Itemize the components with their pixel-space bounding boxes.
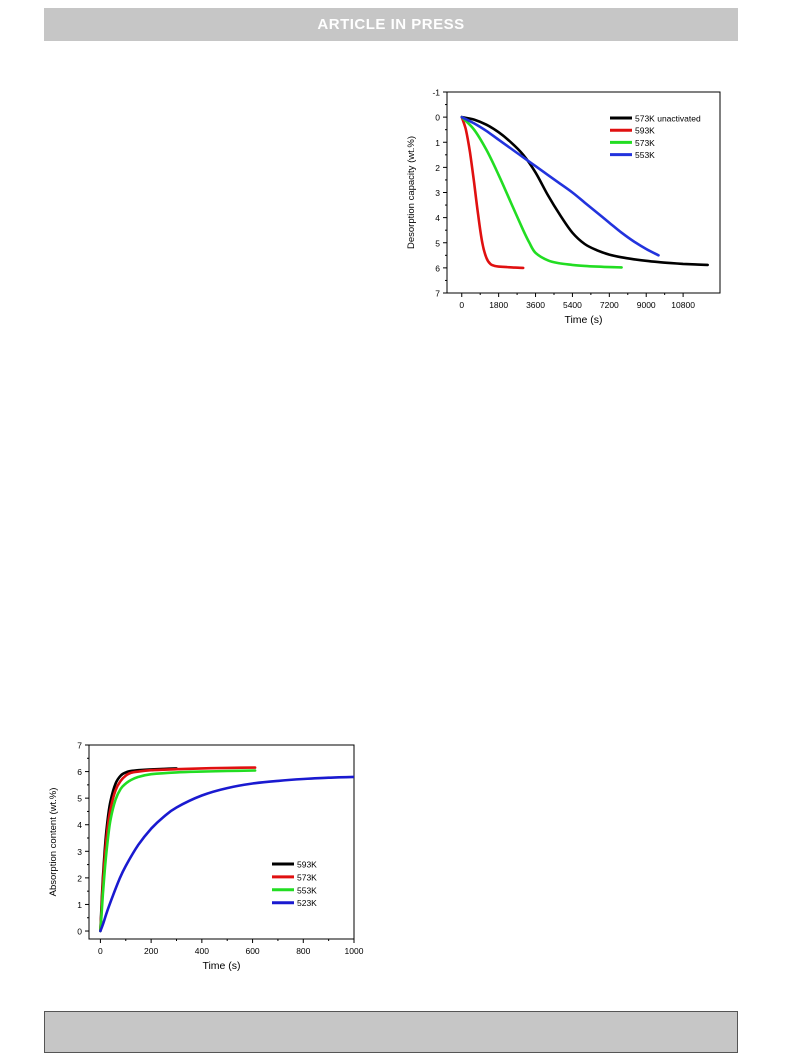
- y-tick-label: 4: [77, 820, 82, 830]
- legend: 593K 573K 553K 523K: [272, 860, 317, 908]
- legend-label: 593K: [635, 126, 655, 136]
- y-tick-label: 1: [77, 900, 82, 910]
- series-line-573k: [99, 766, 257, 933]
- y-tick-label: 5: [435, 238, 440, 248]
- series-lines: [99, 766, 354, 933]
- y-tick-label: 3: [435, 188, 440, 198]
- legend-label: 593K: [297, 860, 317, 870]
- x-tick-label: 9000: [637, 300, 656, 310]
- axes: 0 200 400 600 800 1000 0 1 2 3 4 5 6 7: [77, 741, 363, 957]
- x-tick-label: 800: [296, 946, 310, 956]
- series-line-573k: [460, 115, 623, 269]
- y-tick-label: 7: [77, 741, 82, 751]
- legend-label: 553K: [635, 150, 655, 160]
- plot-frame: [88, 744, 355, 940]
- legend-label: 573K unactivated: [635, 114, 701, 124]
- x-tick-label: 5400: [563, 300, 582, 310]
- legend-label: 553K: [297, 885, 317, 895]
- y-tick-label: 2: [435, 163, 440, 173]
- legend: 573K unactivated 593K 573K 553K: [610, 114, 701, 160]
- y-tick-label: 1: [435, 138, 440, 148]
- x-tick-label: 7200: [600, 300, 619, 310]
- series-lines: [460, 115, 709, 270]
- x-tick-label: 200: [144, 946, 158, 956]
- y-tick-label: 5: [77, 794, 82, 804]
- y-tick-label: 6: [435, 263, 440, 273]
- series-line-573k-unactivated: [460, 115, 709, 267]
- x-tick-label: 1000: [345, 946, 364, 956]
- axes: 0 1800 3600 5400 7200 9000 10800 -1 0 1 2 3 4 5 6 7: [432, 88, 721, 310]
- series-line-593k: [460, 115, 525, 270]
- y-tick-label: 0: [435, 113, 440, 123]
- y-tick-label: 2: [77, 873, 82, 883]
- y-axis-label: Absorption content (wt.%): [48, 788, 59, 897]
- x-tick-label: 0: [98, 946, 103, 956]
- y-tick-label: 4: [435, 213, 440, 223]
- y-tick-label: 0: [77, 927, 82, 937]
- x-tick-label: 3600: [526, 300, 545, 310]
- y-tick-label: -1: [432, 88, 440, 98]
- y-tick-label: 7: [435, 289, 440, 299]
- absorption-chart: 0 200 400 600 800 1000 0 1 2 3 4 5 6 7 Time (s) Absorpt…: [48, 741, 364, 973]
- footer-box: [44, 1011, 738, 1053]
- x-axis-label: Time (s): [202, 960, 240, 972]
- y-tick-label: 6: [77, 767, 82, 777]
- legend-label: 573K: [635, 138, 655, 148]
- x-tick-label: 600: [245, 946, 259, 956]
- y-tick-label: 3: [77, 847, 82, 857]
- x-tick-label: 400: [195, 946, 209, 956]
- series-line-523k: [99, 775, 354, 933]
- x-axis-label: Time (s): [564, 314, 602, 326]
- series-line-553k: [460, 115, 660, 257]
- x-tick-label: 0: [459, 300, 464, 310]
- x-tick-label: 10800: [671, 300, 695, 310]
- legend-label: 573K: [297, 872, 317, 882]
- y-axis-label: Desorption capacity (wt.%): [406, 136, 417, 249]
- series-line-553k: [99, 769, 257, 933]
- legend-label: 523K: [297, 898, 317, 908]
- article-in-press-banner: ARTICLE IN PRESS: [44, 8, 738, 41]
- x-tick-label: 1800: [489, 300, 508, 310]
- desorption-chart: 0 1800 3600 5400 7200 9000 10800 -1 0 1 2 3 4 5 6 7 Time…: [406, 88, 721, 326]
- series-line-593k: [99, 767, 178, 933]
